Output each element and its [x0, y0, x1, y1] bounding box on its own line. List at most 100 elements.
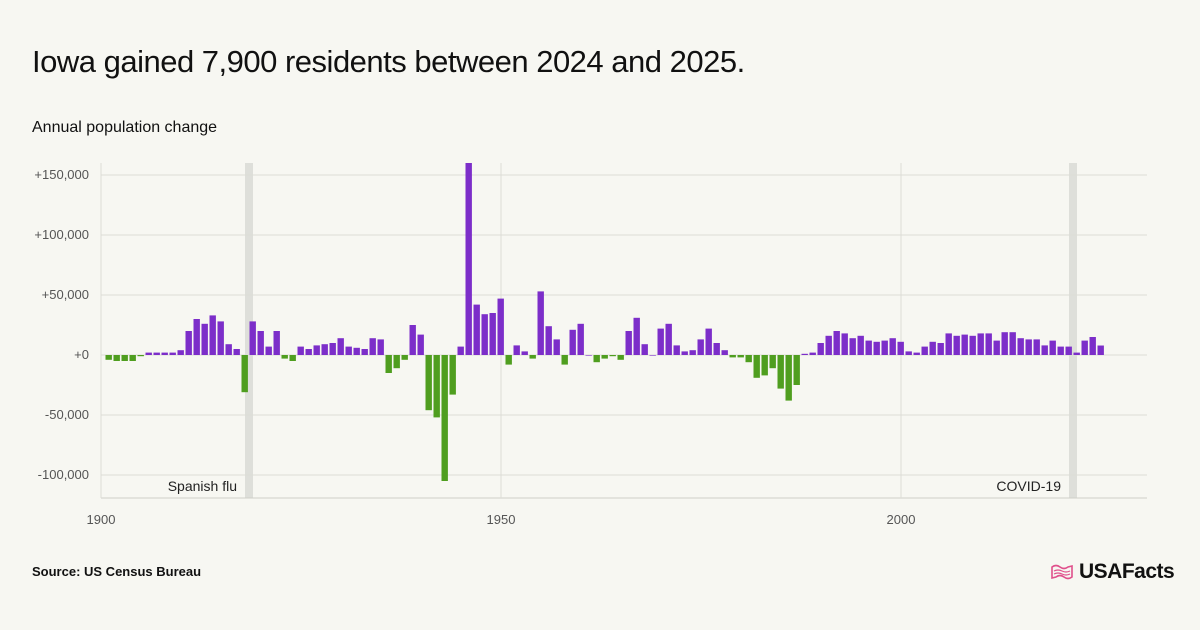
bar-1973	[681, 351, 688, 355]
bar-1976	[705, 328, 712, 355]
bar-1988	[801, 353, 808, 355]
bar-2000	[897, 341, 904, 355]
bar-1967	[633, 317, 640, 355]
logo-text: USAFacts	[1079, 560, 1175, 583]
bar-2012	[993, 340, 1000, 355]
bar-1901	[105, 355, 112, 360]
bar-1975	[697, 339, 704, 355]
annotations: Spanish flu COVID-19	[168, 478, 1061, 494]
bar-2016	[1025, 339, 1032, 355]
bar-1958	[561, 355, 568, 365]
gridlines	[100, 163, 1147, 499]
bar-1903	[121, 355, 128, 361]
bar-1909	[169, 352, 176, 355]
y-tick-label: +100,000	[34, 227, 89, 242]
annotation-label-1: COVID-19	[996, 478, 1061, 494]
bar-1919	[249, 321, 256, 355]
bar-1989	[809, 352, 816, 355]
bar-1943	[441, 355, 448, 481]
bar-2008	[961, 334, 968, 355]
bar-1922	[273, 331, 280, 355]
bar-1983	[761, 355, 768, 376]
bar-1920	[257, 331, 264, 355]
bar-1932	[353, 347, 360, 355]
bar-1918	[241, 355, 248, 393]
x-tick-label: 1900	[87, 512, 116, 527]
bar-1904	[129, 355, 136, 361]
bar-1917	[233, 349, 240, 355]
x-axis: 1900 1950 2000	[87, 512, 916, 527]
bar-2002	[913, 352, 920, 355]
bar-1981	[745, 355, 752, 363]
bar-1979	[729, 355, 736, 358]
bar-1978	[721, 350, 728, 355]
bar-1984	[769, 355, 776, 369]
bar-1945	[457, 346, 464, 355]
bars	[105, 163, 1104, 481]
bar-1985	[777, 355, 784, 389]
population-change-bar-chart: +150,000 +100,000 +50,000 +0 -50,000 -100,000…	[34, 163, 1147, 527]
bar-1954	[529, 355, 536, 359]
bar-1968	[641, 344, 648, 355]
bar-1970	[657, 328, 664, 355]
bar-2006	[945, 333, 952, 355]
bar-2011	[985, 333, 992, 355]
bar-2014	[1009, 332, 1016, 355]
bar-1964	[609, 355, 616, 357]
bar-1935	[377, 339, 384, 355]
bar-2005	[937, 343, 944, 355]
bar-1982	[753, 355, 760, 378]
bar-1996	[865, 340, 872, 355]
bar-1934	[369, 338, 376, 355]
bar-2023	[1081, 340, 1088, 355]
bar-1993	[841, 333, 848, 355]
bar-1980	[737, 355, 744, 358]
y-axis: +150,000 +100,000 +50,000 +0 -50,000 -100,000	[34, 167, 89, 482]
bar-1965	[617, 355, 624, 360]
bar-2022	[1073, 352, 1080, 355]
bar-1927	[313, 345, 320, 355]
highlight-band-1	[1069, 163, 1077, 498]
bar-1942	[433, 355, 440, 418]
bar-2018	[1041, 345, 1048, 355]
bar-2004	[929, 341, 936, 355]
bar-1974	[689, 350, 696, 355]
bar-1908	[161, 352, 168, 355]
bar-1924	[289, 355, 296, 361]
bar-1902	[113, 355, 120, 361]
bar-1961	[585, 355, 592, 356]
y-tick-label: +150,000	[34, 167, 89, 182]
usafacts-logo[interactable]: USAFacts	[1050, 560, 1175, 584]
bar-2021	[1065, 346, 1072, 355]
bar-1939	[409, 325, 416, 355]
highlight-band-0	[245, 163, 253, 498]
bar-1915	[217, 321, 224, 355]
bar-1986	[785, 355, 792, 401]
bar-1971	[665, 323, 672, 355]
bar-1994	[849, 338, 856, 355]
bar-1941	[425, 355, 432, 411]
bar-1912	[193, 319, 200, 355]
y-tick-label: -100,000	[38, 467, 89, 482]
bar-2001	[905, 351, 912, 355]
bar-1955	[537, 291, 544, 355]
bar-1928	[321, 344, 328, 355]
bar-1991	[825, 335, 832, 355]
bar-1960	[577, 323, 584, 355]
bar-1940	[417, 334, 424, 355]
bar-1956	[545, 326, 552, 355]
bar-1913	[201, 323, 208, 355]
bar-1952	[513, 345, 520, 355]
bar-1957	[553, 339, 560, 355]
chart-subtitle: Annual population change	[32, 119, 218, 136]
bar-1963	[601, 355, 608, 359]
bar-1950	[497, 298, 504, 355]
bar-1990	[817, 343, 824, 355]
bar-2007	[953, 335, 960, 355]
bar-1944	[449, 355, 456, 395]
annotation-label-0: Spanish flu	[168, 478, 237, 494]
bar-1906	[145, 352, 152, 355]
bar-1992	[833, 331, 840, 355]
x-tick-label: 2000	[887, 512, 916, 527]
bar-2013	[1001, 332, 1008, 355]
